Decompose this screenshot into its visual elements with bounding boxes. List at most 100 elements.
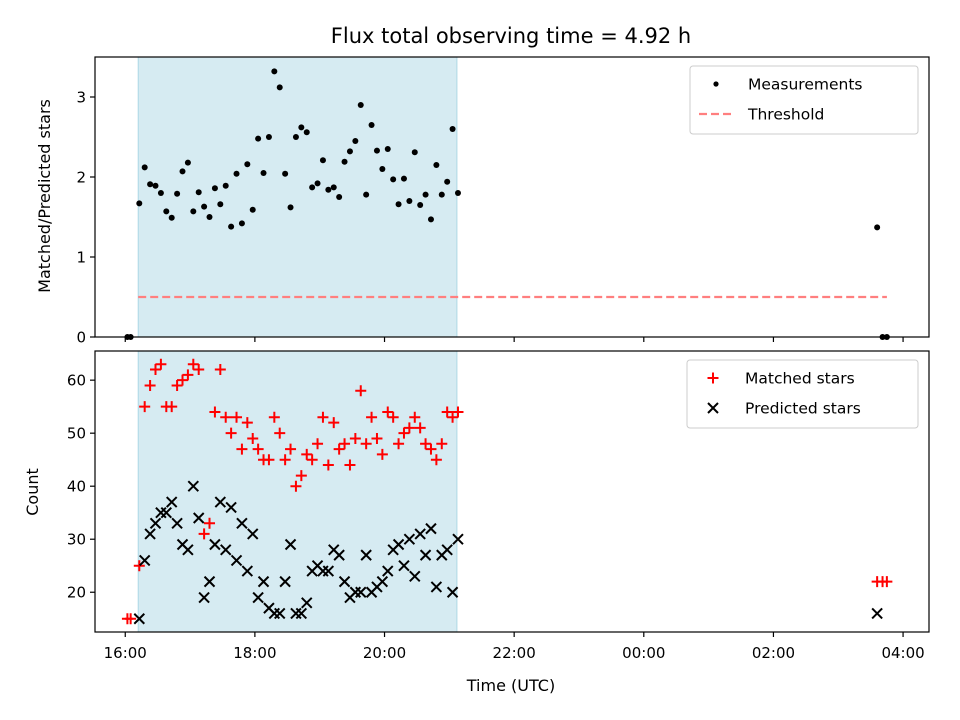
data-point bbox=[309, 184, 316, 191]
data-point bbox=[382, 406, 394, 418]
data-point bbox=[155, 358, 167, 370]
data-point bbox=[417, 202, 424, 208]
data-point bbox=[228, 223, 235, 230]
data-point bbox=[282, 170, 289, 177]
data-point bbox=[217, 201, 224, 208]
data-point bbox=[187, 480, 200, 492]
data-point bbox=[249, 206, 256, 213]
data-point bbox=[398, 427, 410, 439]
data-point bbox=[204, 517, 216, 529]
panel-counts: Count 20 30 40 50 60 16:00 18:00 20:00 22:00 00:0… bbox=[23, 350, 930, 662]
data-point bbox=[265, 134, 272, 140]
data-point bbox=[414, 528, 426, 540]
data-point bbox=[238, 220, 245, 227]
data-point bbox=[430, 454, 442, 466]
data-point bbox=[182, 544, 194, 556]
data-point bbox=[220, 544, 232, 556]
data-point bbox=[241, 565, 254, 577]
data-point bbox=[400, 175, 407, 182]
data-point bbox=[295, 470, 307, 482]
data-point bbox=[292, 134, 299, 140]
data-point bbox=[236, 517, 248, 530]
data-point bbox=[344, 459, 356, 471]
data-point bbox=[271, 68, 278, 75]
data-point bbox=[203, 575, 216, 588]
data-point bbox=[247, 528, 259, 540]
data-point bbox=[193, 512, 205, 524]
data-point bbox=[268, 411, 280, 423]
legend-label: Matched stars bbox=[745, 370, 855, 388]
legend-label: Predicted stars bbox=[745, 400, 861, 418]
data-point bbox=[314, 180, 321, 187]
data-point bbox=[881, 576, 893, 588]
data-point bbox=[285, 443, 297, 455]
data-point bbox=[168, 214, 175, 221]
data-point bbox=[247, 432, 259, 444]
data-point bbox=[346, 148, 353, 155]
plot-frame bbox=[94, 350, 930, 633]
data-point bbox=[368, 122, 375, 128]
data-point bbox=[322, 565, 335, 577]
data-point bbox=[874, 224, 881, 231]
y-tick-label: 1 bbox=[76, 249, 86, 267]
data-point bbox=[409, 411, 421, 423]
observing-window-span bbox=[137, 350, 458, 633]
legend-marker bbox=[707, 402, 719, 414]
data-point bbox=[384, 146, 391, 152]
data-point bbox=[144, 379, 156, 391]
data-point bbox=[198, 591, 210, 604]
data-point bbox=[279, 575, 291, 588]
x-tick-label: 22:00 bbox=[493, 644, 536, 662]
data-point bbox=[398, 560, 410, 572]
data-point bbox=[136, 200, 143, 207]
data-point bbox=[871, 607, 883, 620]
data-point bbox=[252, 591, 264, 604]
data-point bbox=[333, 549, 345, 561]
data-point bbox=[444, 178, 451, 185]
y-tick-label: 60 bbox=[67, 372, 86, 390]
data-point bbox=[244, 161, 251, 168]
x-tick-label: 02:00 bbox=[752, 644, 795, 662]
data-point bbox=[274, 607, 286, 620]
y-axis-label-count: Count bbox=[23, 468, 42, 516]
data-point bbox=[295, 607, 308, 620]
data-point bbox=[252, 443, 264, 455]
data-point bbox=[274, 427, 286, 439]
data-point bbox=[376, 575, 389, 588]
data-point bbox=[303, 129, 310, 136]
data-point bbox=[317, 411, 329, 423]
data-point bbox=[220, 411, 232, 423]
data-point bbox=[171, 517, 183, 530]
data-point bbox=[355, 586, 367, 598]
data-point bbox=[190, 208, 197, 215]
data-point bbox=[225, 501, 237, 514]
data-point bbox=[330, 184, 337, 191]
legend-marker bbox=[707, 372, 719, 384]
data-point bbox=[393, 438, 405, 450]
data-point bbox=[163, 208, 170, 215]
data-point bbox=[301, 448, 313, 460]
data-point bbox=[214, 496, 227, 508]
data-point bbox=[222, 182, 229, 189]
y-axis-label-ratio: Matched/Predicted stars bbox=[35, 99, 54, 293]
data-point bbox=[422, 191, 429, 198]
data-point bbox=[363, 191, 370, 198]
data-point bbox=[184, 159, 191, 166]
legend-label: Measurements bbox=[748, 76, 863, 94]
legend-label: Threshold bbox=[747, 106, 824, 124]
data-point bbox=[454, 190, 461, 196]
x-axis-label: Time (UTC) bbox=[466, 676, 555, 695]
data-point bbox=[141, 164, 148, 171]
data-point bbox=[179, 168, 186, 175]
data-point bbox=[211, 185, 218, 192]
data-point bbox=[201, 203, 208, 210]
data-point bbox=[144, 528, 156, 540]
data-point bbox=[425, 522, 437, 535]
y-tick-label: 0 bbox=[76, 329, 86, 347]
data-point bbox=[406, 198, 413, 204]
data-point bbox=[336, 194, 343, 200]
observing-window-span bbox=[137, 56, 458, 338]
series-predicted-stars bbox=[133, 480, 883, 625]
y-tick-label: 40 bbox=[67, 478, 86, 496]
